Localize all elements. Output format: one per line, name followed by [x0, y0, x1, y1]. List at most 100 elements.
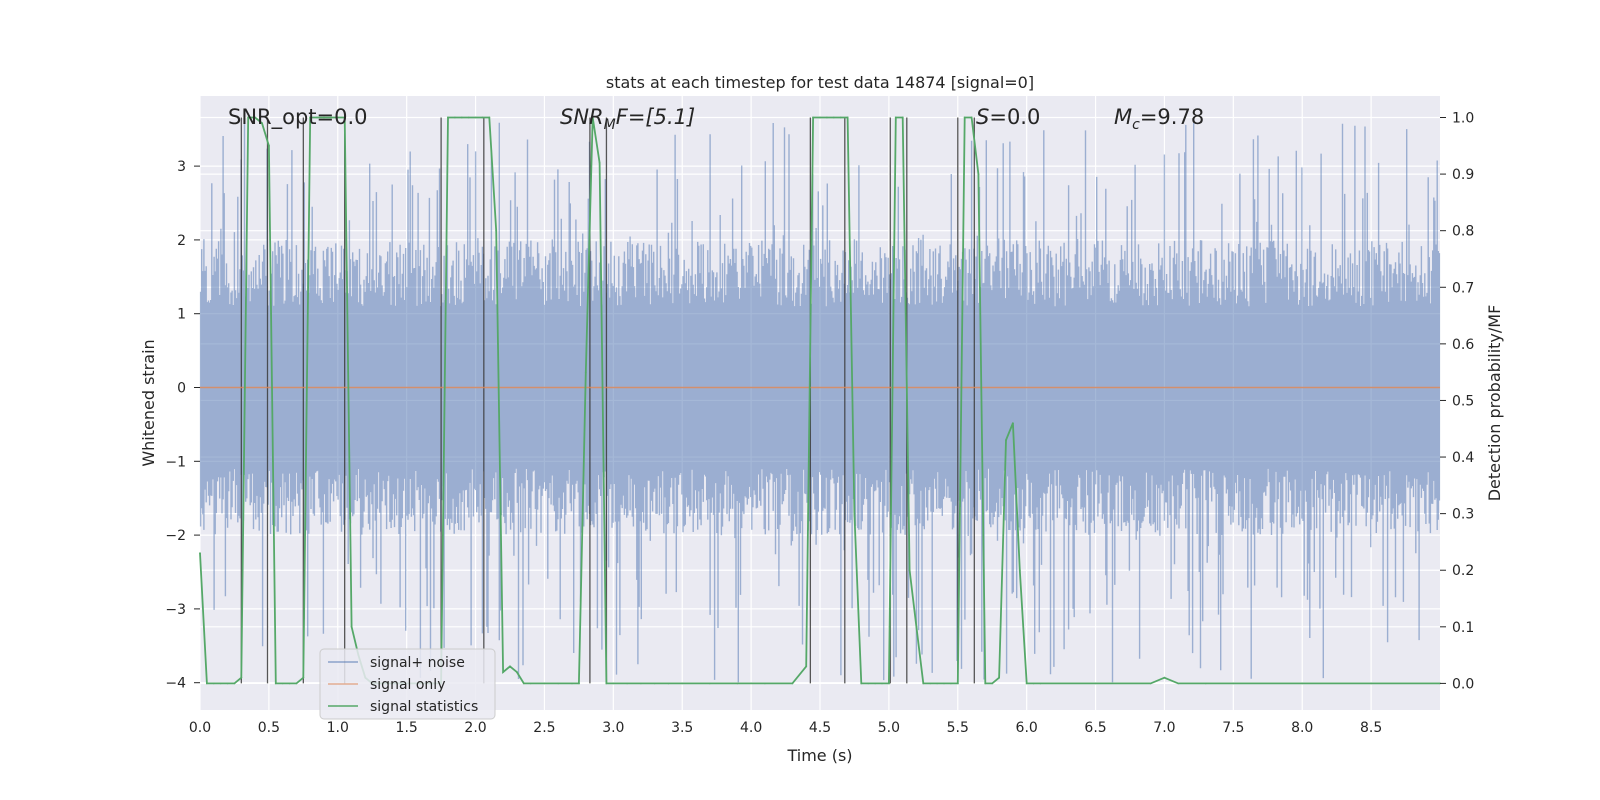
signal-statistics-point-19: [330, 116, 332, 119]
axis-ticks: 0.0 0.5 1.0 1.5 2.0 2.5 3.0 3.5 4.0 4.5 5.0 5.5 6.0 6…: [165, 111, 1474, 736]
x-tick-label-5: 2.5: [533, 720, 555, 736]
signal-statistics-point-50: [605, 682, 608, 685]
x-tick-label-17: 8.5: [1360, 720, 1382, 736]
legend-box: [319, 648, 496, 720]
signal-statistics-point-45: [571, 682, 573, 685]
x-tick-label-14: 7.0: [1153, 720, 1175, 736]
noise-band-path: [199, 122, 1441, 683]
signal-statistics-point-53: [640, 682, 642, 685]
signal-statistics-point-32: [460, 116, 463, 119]
signal-statistics-point-73: [888, 682, 890, 685]
x-tick-label-10: 5.0: [878, 720, 900, 736]
signal-statistics-point-1: [206, 682, 208, 685]
signal-statistics-point-12: [281, 682, 284, 685]
signal-statistics-point-44: [557, 682, 560, 685]
signal-statistics-point-89: [998, 676, 1000, 679]
signal-statistics-point-100: [1204, 682, 1207, 685]
y-right-tick-label-9: 0.1: [1452, 620, 1474, 636]
signal-statistics-point-84: [963, 116, 966, 119]
signal-statistics-point-34: [474, 116, 477, 119]
signal-statistics-point-35: [481, 116, 484, 119]
y-axis-right-label: Detection probability/MF: [1485, 305, 1504, 502]
signal-statistics-point-39: [509, 665, 511, 668]
signal-statistics-point-5: [233, 682, 236, 685]
y-right-tick-label-6: 0.4: [1452, 450, 1474, 466]
x-tick-label-9: 4.5: [809, 720, 831, 736]
signal-statistics-point-78: [922, 682, 925, 685]
x-axis-label: Time (s): [786, 746, 852, 765]
signal-statistics-point-60: [791, 682, 794, 685]
signal-statistics-point-0: [199, 552, 201, 555]
signal-statistics-point-41: [522, 682, 525, 685]
signal-statistics-point-42: [529, 682, 532, 685]
signal-statistics-point-98: [1163, 676, 1166, 679]
y-right-tick-label-5: 0.5: [1452, 393, 1474, 409]
signal-statistics-point-72: [881, 682, 883, 685]
signal-statistics-point-55: [667, 682, 670, 685]
signal-statistics-point-2: [212, 682, 215, 685]
signal-statistics-point-77: [915, 625, 918, 628]
x-tick-label-13: 6.5: [1084, 720, 1106, 736]
y-right-tick-label-2: 0.8: [1452, 224, 1474, 240]
signal-statistics-point-102: [1301, 682, 1304, 685]
x-tick-label-7: 3.5: [671, 720, 693, 736]
annotation-mc: Mc=9.78: [1114, 105, 1204, 133]
signal-statistics-point-10: [268, 144, 270, 147]
legend-label-noise: signal+ noise: [370, 655, 465, 671]
signal-statistics-point-6: [240, 676, 243, 679]
signal-statistics-point-11: [274, 682, 277, 685]
signal-statistics-point-101: [1232, 682, 1235, 685]
x-tick-label-1: 0.5: [258, 720, 280, 736]
x-tick-label-11: 5.5: [947, 720, 969, 736]
chart-title: stats at each timestep for test data 148…: [606, 73, 1034, 92]
y-left-tick-label-7: −4: [165, 676, 186, 692]
y-right-tick-label-4: 0.6: [1452, 337, 1474, 353]
signal-statistics-point-4: [226, 682, 229, 685]
signal-statistics-point-17: [316, 116, 318, 119]
signal-statistics-point-80: [936, 682, 938, 685]
signal-statistics-point-66: [839, 116, 842, 119]
signal-statistics-point-71: [874, 682, 876, 685]
signal-statistics-point-57: [708, 682, 711, 685]
signal-statistics-point-99: [1177, 682, 1180, 685]
x-tick-label-8: 4.0: [740, 720, 762, 736]
annotation-s: S=0.0: [976, 105, 1040, 129]
x-tick-label-4: 2.0: [464, 720, 486, 736]
y-right-tick-label-3: 0.7: [1452, 280, 1474, 296]
signal-statistics-point-91: [1012, 422, 1014, 424]
series-signal-noise: [199, 122, 1441, 683]
signal-statistics-point-13: [288, 682, 291, 685]
legend-label-stats: signal statistics: [370, 699, 478, 715]
y-axis-left-label: Whitened strain: [139, 339, 158, 466]
signal-statistics-point-93: [1025, 682, 1028, 685]
signal-statistics-point-65: [832, 116, 835, 119]
annotation-mc-rest: =9.78: [1140, 105, 1204, 129]
signal-statistics-point-76: [908, 569, 911, 572]
signal-statistics-point-31: [454, 116, 456, 119]
annotation-mc-main: M: [1114, 105, 1132, 129]
signal-statistics-point-37: [495, 229, 498, 232]
signal-statistics-point-51: [612, 682, 615, 685]
signal-statistics-point-95: [1039, 682, 1042, 685]
signal-statistics-point-20: [336, 116, 339, 119]
signal-statistics-point-92: [1018, 569, 1021, 572]
signal-statistics-point-67: [846, 116, 849, 119]
signal-statistics-point-90: [1005, 439, 1007, 441]
signal-statistics-point-30: [447, 116, 449, 119]
y-right-tick-label-7: 0.3: [1452, 507, 1474, 523]
annotation-snr-mf-sub: M: [604, 117, 616, 133]
signal-statistics-point-86: [977, 173, 980, 176]
signal-statistics-point-81: [943, 682, 945, 685]
x-tick-label-2: 1.0: [327, 720, 349, 736]
x-tick-label-3: 1.5: [396, 720, 418, 736]
signal-statistics-point-15: [302, 676, 305, 679]
signal-statistics-point-96: [1094, 682, 1097, 685]
signal-statistics-point-33: [467, 116, 470, 119]
signal-statistics-point-3: [219, 682, 222, 685]
signal-statistics-point-56: [681, 682, 684, 685]
signal-statistics-point-14: [295, 682, 298, 685]
y-left-tick-label-2: 1: [177, 307, 186, 323]
signal-statistics-point-94: [1032, 682, 1035, 685]
signal-statistics-point-103: [1370, 682, 1372, 685]
signal-statistics-point-62: [812, 116, 814, 119]
